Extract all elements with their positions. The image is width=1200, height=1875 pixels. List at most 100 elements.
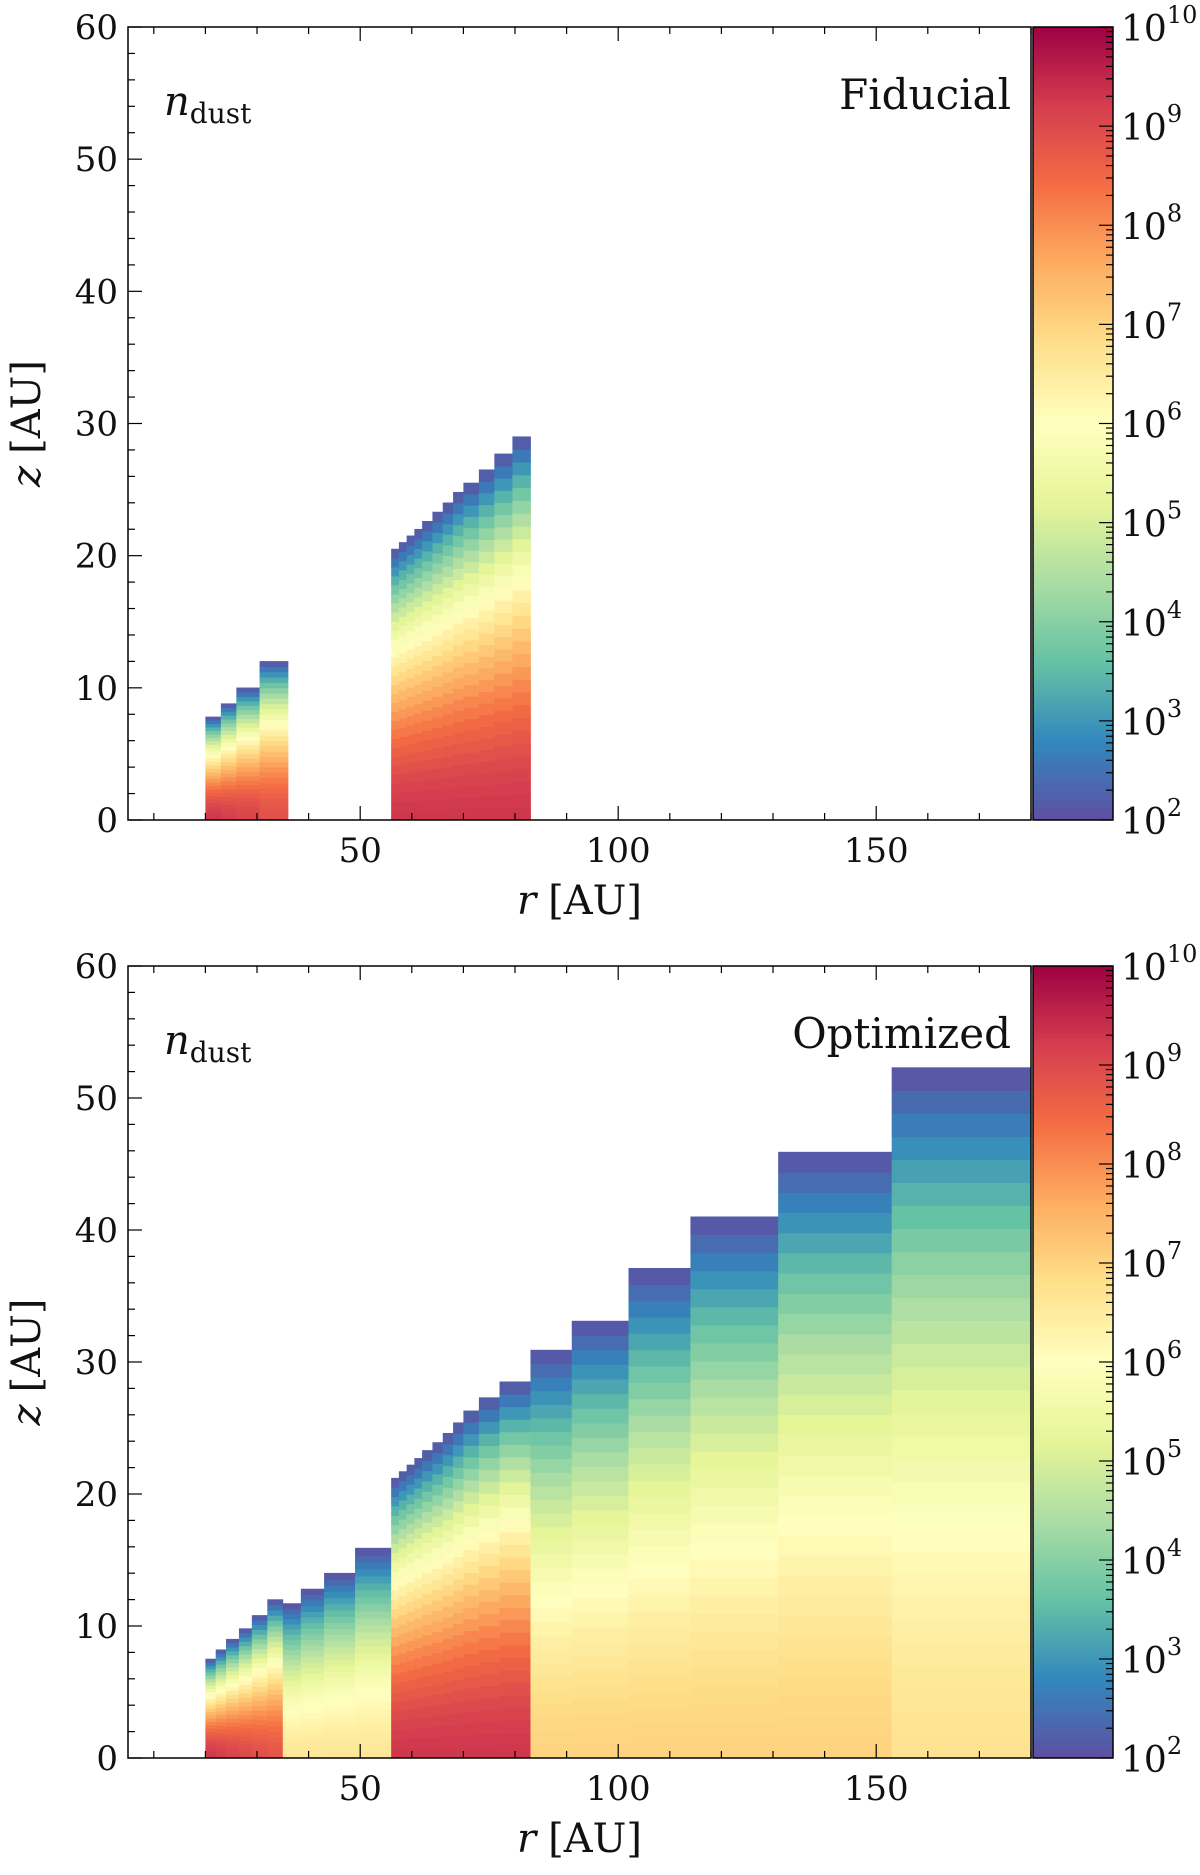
colorbar-strip xyxy=(1033,1607,1113,1612)
heatmap-cell xyxy=(251,1615,268,1621)
heatmap-cell xyxy=(690,1396,779,1416)
heatmap-cell xyxy=(324,1720,356,1728)
heatmap-cell xyxy=(499,1419,531,1433)
heatmap-cell xyxy=(205,744,222,749)
colorbar-strip xyxy=(1033,633,1113,638)
heatmap-cell xyxy=(442,523,454,535)
heatmap-cell xyxy=(205,750,222,756)
colorbar-strip xyxy=(1033,189,1113,194)
colorbar-strip xyxy=(1033,137,1113,143)
heatmap-cell xyxy=(215,1689,227,1694)
heatmap-cell xyxy=(499,1506,531,1521)
colorbar-strip xyxy=(1033,1452,1113,1458)
colorbar-strip xyxy=(1033,1231,1113,1236)
heatmap-cell xyxy=(422,590,433,602)
colorbar-strip xyxy=(1033,665,1113,670)
colorbar-strip xyxy=(1033,482,1113,488)
heatmap-cell xyxy=(398,606,408,617)
colorbar-tick-base: 10 xyxy=(1121,802,1167,843)
colorbar-strip xyxy=(1033,1722,1113,1727)
y-axis-title: z[AU] xyxy=(4,360,50,488)
heatmap-cell xyxy=(391,1533,400,1544)
colorbar-strip xyxy=(1033,708,1113,714)
heatmap-cell xyxy=(478,1541,500,1555)
colorbar-strip xyxy=(1033,435,1113,440)
colorbar-tick-exponent: 2 xyxy=(1167,794,1182,822)
colorbar-strip xyxy=(1033,1294,1113,1299)
heatmap-cell xyxy=(453,743,464,755)
heatmap-cell xyxy=(628,1741,691,1758)
heatmap-cell xyxy=(205,1658,217,1663)
heatmap-cell xyxy=(463,729,480,742)
colorbar-strip xyxy=(1033,1623,1113,1628)
heatmap-cell xyxy=(205,716,222,721)
heatmap-cell xyxy=(300,1729,325,1736)
colorbar-strip xyxy=(1033,1104,1113,1109)
colorbar-strip xyxy=(1033,993,1113,998)
heatmap-cell xyxy=(442,1703,454,1715)
heatmap-cell xyxy=(267,1599,284,1606)
heatmap-cell xyxy=(226,1670,240,1676)
heatmap-cell xyxy=(259,740,289,747)
colorbar-strip xyxy=(1033,645,1113,650)
heatmap-cell xyxy=(215,1649,227,1654)
colorbar-strip xyxy=(1033,284,1113,289)
colorbar-strip xyxy=(1033,213,1113,218)
heatmap-cell xyxy=(238,1740,253,1746)
colorbar-strip xyxy=(1033,629,1113,634)
heatmap-cell xyxy=(463,1688,480,1701)
heatmap-cell xyxy=(300,1594,325,1601)
colorbar-strip xyxy=(1033,1337,1113,1343)
heatmap-cell xyxy=(226,1638,240,1644)
heatmap-cell xyxy=(422,650,433,661)
colorbar-strip xyxy=(1033,1139,1113,1145)
heatmap-cell xyxy=(406,800,415,811)
heatmap-cell xyxy=(238,1658,253,1664)
heatmap-cell xyxy=(422,1532,433,1544)
heatmap-cell xyxy=(398,597,408,608)
heatmap-cell xyxy=(220,796,237,801)
colorbar-strip xyxy=(1033,121,1113,127)
colorbar-strip xyxy=(1033,637,1113,642)
heatmap-cell xyxy=(238,1688,253,1694)
heatmap-cell xyxy=(414,1677,423,1689)
heatmap-column xyxy=(463,1410,480,1758)
heatmap-cell xyxy=(442,1476,454,1488)
heatmap-cell xyxy=(215,1703,227,1708)
heatmap-cell xyxy=(300,1611,325,1618)
heatmap-cell xyxy=(324,1733,356,1740)
heatmap-cell xyxy=(215,1660,227,1665)
heatmap-cell xyxy=(463,1641,480,1655)
heatmap-cell xyxy=(238,1744,253,1750)
heatmap-cell xyxy=(282,1639,302,1646)
heatmap-cell xyxy=(226,1674,240,1680)
heatmap-cell xyxy=(494,465,513,479)
heatmap-cell xyxy=(442,618,454,630)
heatmap-cell xyxy=(398,736,408,747)
heatmap-cell xyxy=(414,732,423,743)
colorbar-strip xyxy=(1033,1262,1113,1268)
heatmap-cell xyxy=(282,1726,302,1733)
heatmap-cell xyxy=(398,560,408,571)
colorbar-strip xyxy=(1033,1702,1113,1707)
heatmap-cell xyxy=(406,1493,415,1505)
heatmap-cell xyxy=(463,1410,480,1423)
heatmap-cell xyxy=(442,1606,454,1618)
heatmap-cell xyxy=(282,1670,302,1676)
heatmap-cell xyxy=(422,1593,433,1605)
heatmap-cell xyxy=(355,1547,392,1556)
heatmap-cell xyxy=(215,1653,227,1658)
heatmap-cell xyxy=(891,1619,1031,1644)
heatmap-cell xyxy=(226,1698,240,1703)
heatmap-cell xyxy=(398,1576,408,1587)
heatmap-cell xyxy=(398,1748,408,1758)
colorbar-strip xyxy=(1033,1116,1113,1121)
heatmap-cell xyxy=(463,1722,480,1736)
heatmap-cell xyxy=(406,1660,415,1671)
heatmap-cell xyxy=(205,809,222,814)
colorbar-strip xyxy=(1033,1627,1113,1632)
colorbar-strip xyxy=(1033,217,1113,222)
heatmap-cell xyxy=(355,1610,392,1619)
colorbar-strip xyxy=(1033,1500,1113,1505)
heatmap-cell xyxy=(391,1645,400,1656)
